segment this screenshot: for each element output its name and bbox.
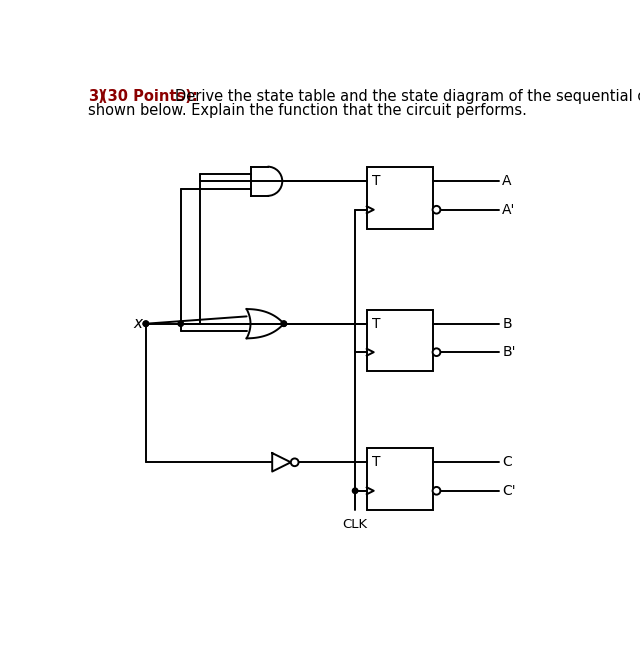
Circle shape (433, 348, 440, 356)
Text: B': B' (502, 345, 516, 359)
Circle shape (433, 487, 440, 495)
Text: shown below. Explain the function that the circuit performs.: shown below. Explain the function that t… (88, 102, 527, 118)
Bar (367, 310, 433, 371)
Text: x: x (134, 316, 143, 331)
Circle shape (353, 488, 358, 493)
Text: C': C' (502, 484, 516, 498)
Circle shape (433, 206, 440, 214)
Circle shape (281, 321, 287, 327)
Text: T: T (372, 455, 381, 469)
Text: C: C (502, 455, 512, 469)
Text: CLK: CLK (342, 518, 368, 531)
Text: Derive the state table and the state diagram of the sequential circuit: Derive the state table and the state dia… (175, 89, 640, 104)
Text: T: T (372, 174, 381, 189)
Circle shape (143, 321, 148, 327)
Circle shape (281, 321, 287, 327)
Circle shape (178, 321, 184, 327)
Text: T: T (372, 317, 381, 330)
Bar (367, 449, 433, 510)
Bar (367, 168, 433, 229)
Text: 3): 3) (88, 89, 104, 104)
Text: B: B (502, 317, 512, 330)
Text: (30 Points):: (30 Points): (101, 89, 198, 104)
Text: A': A' (502, 203, 516, 217)
Circle shape (143, 321, 148, 327)
Circle shape (291, 459, 298, 466)
Text: A: A (502, 174, 512, 189)
